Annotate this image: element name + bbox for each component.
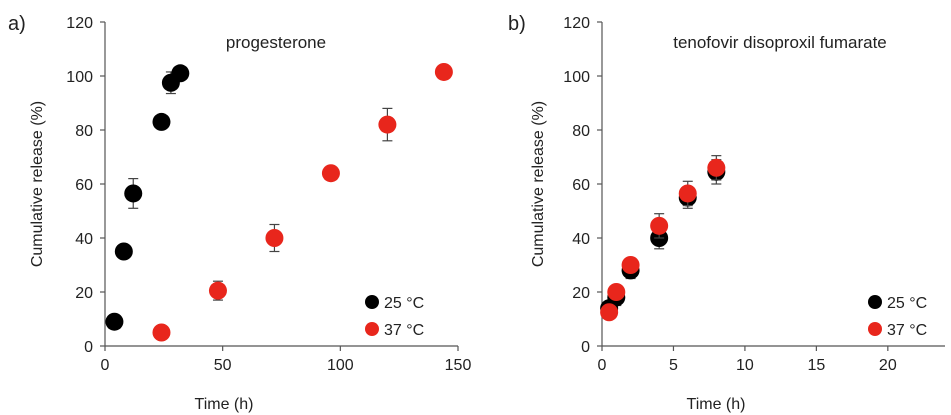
panel-a-data-point (378, 115, 397, 134)
panel-b-ylabel: Cumulative release (%) (530, 101, 547, 267)
panel-a-xlabel: Time (h) (195, 396, 254, 413)
panel-a-ytick-label: 120 (66, 15, 93, 32)
panel-b-legend-label: 37 °C (887, 322, 927, 339)
panel-a-data-point (208, 281, 227, 300)
panel-b-ytick-label: 100 (563, 69, 590, 86)
panel-a-legend-label: 25 °C (384, 295, 424, 312)
panel-b-data-point (621, 256, 640, 274)
panel-a-data-point (105, 312, 124, 331)
panel-a-data-point (152, 112, 171, 131)
panel-a-data-point (124, 184, 143, 203)
panel-b-ytick-label: 60 (572, 177, 590, 194)
panel-b: b) tenofovir disoproxil fumarate Time (h… (508, 13, 887, 413)
panel-b-data-point (678, 184, 697, 203)
panel-a-xtick-label: 50 (214, 357, 232, 374)
panel-a-data-point (152, 323, 171, 342)
panel-a-xtick-label: 100 (327, 357, 354, 374)
panel-b-data-point (707, 158, 726, 177)
panel-b-data-point (607, 283, 626, 301)
panel-b-label: b) (508, 13, 526, 35)
panel-a-data-point (114, 242, 133, 261)
panel-b-legend-label: 25 °C (887, 295, 927, 312)
panel-a-annotation: progesterone (226, 33, 326, 52)
panel-b-ytick-label: 40 (572, 231, 590, 248)
panel-b-data-point (650, 216, 669, 235)
panel-b-xtick-label: 10 (736, 357, 754, 374)
panel-a-data-point (321, 164, 340, 183)
panel-b-xlabel: Time (h) (687, 396, 746, 413)
panel-b-ytick-label: 120 (563, 15, 590, 32)
panel-b-ytick-label: 80 (572, 123, 590, 140)
panel-a-data-point (265, 229, 284, 247)
panel-a-ytick-label: 80 (75, 123, 93, 140)
panel-a-data-point (171, 64, 190, 83)
panel-b-xtick-label: 0 (598, 357, 607, 374)
panel-a-label: a) (8, 13, 26, 35)
panel-a-ytick-label: 40 (75, 231, 93, 248)
panel-b-xtick-label: 5 (669, 357, 678, 374)
panel-b-data-point (600, 303, 619, 322)
panel-a-legend-label: 37 °C (384, 322, 424, 339)
panel-a-ytick-label: 20 (75, 285, 93, 302)
panel-b-legend-marker (868, 322, 882, 336)
panel-a-legend-marker (365, 322, 379, 336)
panel-b-legend-marker (868, 295, 882, 309)
panel-a-xtick-label: 150 (445, 357, 472, 374)
panel-a-ytick-label: 100 (66, 69, 93, 86)
panel-b-ytick-label: 0 (581, 339, 590, 356)
panel-b-xtick-label: 15 (807, 357, 825, 374)
panel-a-ytick-label: 60 (75, 177, 93, 194)
panel-a-legend-marker (365, 295, 379, 309)
panel-b-ytick-label: 20 (572, 285, 590, 302)
panel-b-annotation: tenofovir disoproxil fumarate (673, 33, 887, 52)
panel-a-ytick-label: 0 (84, 339, 93, 356)
panel-a-data-point (434, 62, 453, 81)
panel-a-ylabel: Cumulative release (%) (29, 101, 46, 267)
panel-b-xtick-label: 20 (879, 357, 897, 374)
panel-a: a) progesterone Time (h) Cumulative rele… (8, 13, 326, 413)
panel-a-xtick-label: 0 (101, 357, 110, 374)
